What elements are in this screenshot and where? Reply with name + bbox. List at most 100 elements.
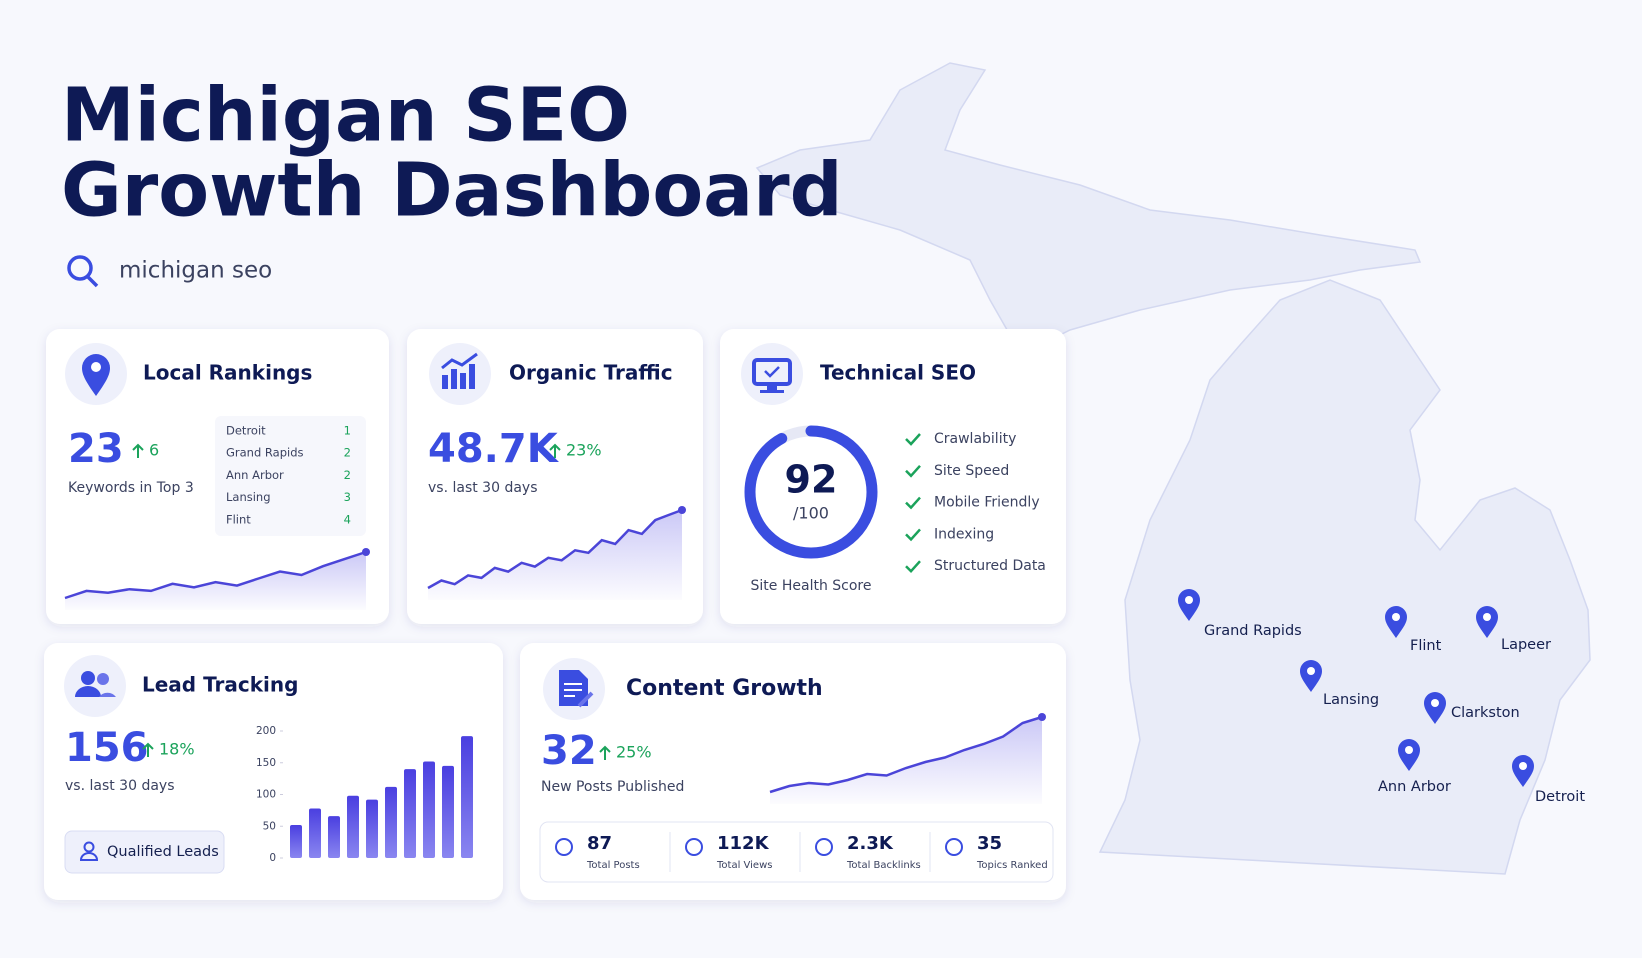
check-icon xyxy=(905,560,921,574)
trend-line xyxy=(64,550,367,600)
pin-dot xyxy=(1483,613,1491,621)
trend-end xyxy=(1038,713,1046,721)
y-tick-label: 0 xyxy=(269,852,276,864)
pin-dot xyxy=(1405,746,1413,754)
trend-line xyxy=(769,715,1043,794)
gauge-caption: Site Health Score xyxy=(751,578,872,594)
trend-end xyxy=(362,548,370,556)
rank-city: Grand Rapids xyxy=(226,446,304,460)
map-pin xyxy=(1385,606,1407,638)
stat-icon xyxy=(555,838,573,856)
card-title: Lead Tracking xyxy=(142,673,298,697)
upper-peninsula xyxy=(755,62,1422,346)
stat-value: 112K xyxy=(717,833,770,854)
y-tick-label: 200 xyxy=(256,725,276,737)
check-item: Structured Data xyxy=(934,558,1046,574)
rank-number: 2 xyxy=(344,468,351,482)
card-title: Organic Traffic xyxy=(509,361,673,385)
bar xyxy=(290,824,302,858)
card-title: Content Growth xyxy=(626,676,823,701)
pin-dot xyxy=(1431,699,1439,707)
map-pin xyxy=(1178,589,1200,621)
michigan-map xyxy=(755,62,1591,875)
metric-label: New Posts Published xyxy=(541,779,684,795)
map-pin xyxy=(1476,606,1498,638)
city-label: Flint xyxy=(1410,638,1442,654)
up-arrow xyxy=(599,745,611,760)
y-tick-label: 100 xyxy=(256,789,276,801)
lower-peninsula xyxy=(1098,279,1591,875)
bar xyxy=(366,799,378,858)
pin-dot xyxy=(1392,613,1400,621)
gauge-scale: /100 xyxy=(793,504,829,523)
map-pin xyxy=(1398,739,1420,771)
stat-label: Topics Ranked xyxy=(976,860,1048,871)
up-arrow xyxy=(549,443,561,458)
y-tick-label: 150 xyxy=(256,757,276,769)
metric-change: 18% xyxy=(159,740,195,759)
rank-city: Flint xyxy=(226,512,251,526)
y-tick-label: 50 xyxy=(263,820,276,832)
qualified-leads-button[interactable] xyxy=(64,830,225,874)
check-icon xyxy=(905,464,921,478)
metric-label: vs. last 30 days xyxy=(428,480,538,496)
trend-line xyxy=(427,508,683,590)
user-icon xyxy=(79,841,99,861)
up-arrow xyxy=(142,742,154,757)
icons xyxy=(64,343,803,720)
rank-city: Lansing xyxy=(226,490,271,504)
check-item: Site Speed xyxy=(934,463,1009,479)
rank-number: 4 xyxy=(344,512,351,526)
metric-change: 23% xyxy=(566,441,602,460)
gauge-value: 92 xyxy=(785,458,838,502)
metric-change: 6 xyxy=(149,441,159,460)
search-icon xyxy=(67,255,99,288)
metric-change: 25% xyxy=(616,743,652,762)
map-pin xyxy=(1512,755,1534,787)
title-line: Michigan SEO xyxy=(61,73,630,159)
metric-value: 48.7K xyxy=(428,426,560,472)
search-text: michigan seo xyxy=(119,258,272,284)
stat-icon xyxy=(685,838,703,856)
bar xyxy=(442,765,454,858)
bar xyxy=(328,816,340,858)
check-item: Indexing xyxy=(934,526,994,542)
city-label: Lansing xyxy=(1323,692,1379,708)
check-icon xyxy=(905,433,921,446)
metric-value: 23 xyxy=(68,426,124,472)
stat-label: Total Views xyxy=(716,860,772,871)
map-pin xyxy=(1300,660,1322,692)
stat-label: Total Posts xyxy=(586,860,640,871)
stat-icon xyxy=(945,838,963,856)
card-title: Local Rankings xyxy=(143,361,312,385)
metric-label: Keywords in Top 3 xyxy=(68,480,194,496)
pin-dot xyxy=(1307,667,1315,675)
bar xyxy=(309,808,321,858)
stat-label: Total Backlinks xyxy=(846,860,921,871)
pin-dot xyxy=(1185,596,1193,604)
metric-value: 32 xyxy=(541,728,597,774)
button-label: Qualified Leads xyxy=(107,844,219,860)
trend-end xyxy=(678,506,686,514)
metric-value: 156 xyxy=(65,725,149,771)
city-label: Ann Arbor xyxy=(1378,779,1451,795)
rank-number: 3 xyxy=(344,490,351,504)
rank-city: Detroit xyxy=(226,424,266,438)
card-title: Technical SEO xyxy=(820,361,976,385)
bar xyxy=(423,761,435,858)
stat-value: 2.3K xyxy=(847,833,894,854)
check-icon xyxy=(905,496,921,510)
pin-dot xyxy=(1519,762,1527,770)
rank-city: Ann Arbor xyxy=(226,468,284,482)
bar xyxy=(385,786,397,858)
stat-icon xyxy=(815,838,833,856)
stats-box xyxy=(539,821,1054,883)
check-item: Mobile Friendly xyxy=(934,495,1040,511)
map-pin xyxy=(1424,692,1446,724)
metric-label: vs. last 30 days xyxy=(65,778,175,794)
trend-area xyxy=(65,552,366,610)
city-label: Grand Rapids xyxy=(1204,623,1302,639)
city-label: Lapeer xyxy=(1501,637,1551,653)
